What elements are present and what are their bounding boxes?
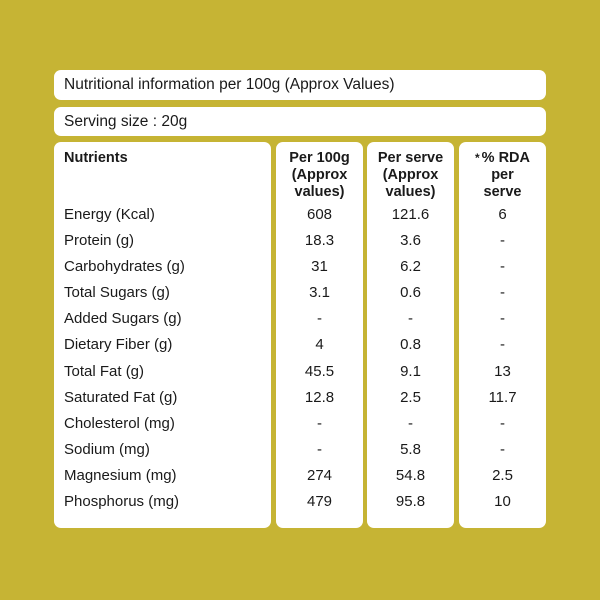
nutrient-name-cell: Energy (Kcal) (64, 206, 155, 223)
nutrient-name-cell: Sodium (mg) (64, 440, 150, 458)
per-serve-value-cell: 54.8 (395, 466, 426, 484)
serving-size-text: Serving size : 20g (64, 112, 188, 130)
per-serve-value-cell: 0.8 (400, 336, 421, 354)
per-100g-value-cell: 45.5 (304, 362, 335, 380)
per-serve-value-cell: 2.5 (400, 388, 421, 406)
nutrient-names: Energy (Kcal) Protein (g) Carbohydrates (g… (54, 202, 271, 515)
per-100g-value-cell: - (317, 414, 322, 432)
per-100g-value-cell: 12.8 (304, 388, 335, 406)
per-serve-header-line-3: values) (385, 184, 436, 200)
per-serve-column: Per serve (Approx values) 121.6 3.6 6.2 0.6… (367, 142, 454, 528)
nutrition-title: Nutritional information per 100g (Approx… (64, 76, 395, 93)
per-100g-value-cell: - (317, 440, 322, 458)
per-100g-header-line-3: values) (294, 184, 345, 200)
nutrients-column: Nutrients Energy (Kcal) Protein (g) Carboh… (54, 142, 271, 528)
per-serve-value-cell: 6.2 (400, 258, 421, 276)
rda-value-cell: 6 (498, 206, 507, 223)
rda-value-cell: 10 (494, 493, 511, 511)
per-100g-values: 608 18.3 31 3.1 - 4 45.5 12.8 - - 274 479 (276, 202, 363, 515)
per-serve-values: 121.6 3.6 6.2 0.6 - 0.8 9.1 2.5 - 5.8 54.8 95.8 (367, 202, 454, 515)
per-serve-header-line-1: Per serve (377, 150, 444, 166)
rda-value-cell: - (500, 440, 505, 458)
per-serve-value-cell: 3.6 (400, 232, 421, 250)
per-100g-value-cell: 18.3 (304, 232, 335, 250)
per-100g-value-cell: 274 (306, 466, 333, 484)
rda-value-cell: - (500, 284, 505, 302)
per-100g-value-cell: 479 (306, 493, 333, 511)
per-100g-header: Per 100g (Approx values) (276, 150, 363, 201)
per-serve-header: Per serve (Approx values) (367, 150, 454, 201)
nutrient-name-cell: Dietary Fiber (g) (64, 336, 173, 354)
per-serve-value-cell: 5.8 (400, 440, 421, 458)
nutrient-name-cell: Cholesterol (mg) (64, 414, 175, 432)
per-100g-value-cell: 4 (315, 336, 324, 354)
rda-header-line-1: % RDA (481, 150, 530, 166)
per-100g-value-cell: - (317, 310, 322, 328)
per-serve-value-cell: 95.8 (395, 493, 426, 511)
per-serve-header-line-2: (Approx (382, 167, 439, 183)
serving-size-bar: Serving size : 20g (54, 107, 546, 136)
rda-value-cell: - (500, 258, 505, 276)
nutrients-header-label: Nutrients (64, 150, 128, 166)
rda-value-cell: - (500, 310, 505, 328)
nutrient-name-cell: Total Fat (g) (64, 362, 145, 380)
rda-header-line-3: serve (483, 184, 522, 200)
rda-value-cell: 13 (494, 362, 511, 380)
rda-header: *% RDA per serve (459, 150, 546, 201)
per-serve-value-cell: 121.6 (391, 206, 430, 223)
rda-value-cell: - (500, 336, 505, 354)
nutrient-name-cell: Carbohydrates (g) (64, 258, 185, 276)
rda-value-cell: 11.7 (488, 388, 517, 406)
nutrients-header: Nutrients (54, 150, 271, 167)
per-100g-column: Per 100g (Approx values) 608 18.3 31 3.1 - 4 4… (276, 142, 363, 528)
per-serve-value-cell: - (408, 310, 413, 328)
nutrition-title-bar: Nutritional information per 100g (Approx… (54, 70, 546, 100)
rda-column: *% RDA per serve 6 - - - - - 13 11.7 - - 2.5 10 (459, 142, 546, 528)
rda-values: 6 - - - - - 13 11.7 - - 2.5 10 (459, 202, 546, 515)
per-serve-value-cell: 9.1 (400, 362, 421, 380)
rda-asterisk: * (474, 151, 480, 165)
rda-value-cell: - (500, 414, 505, 432)
rda-value-cell: 2.5 (492, 466, 513, 484)
rda-header-line-2: per (491, 167, 514, 183)
per-serve-value-cell: - (408, 414, 413, 432)
per-100g-value-cell: 608 (306, 206, 333, 223)
nutrient-name-cell: Phosphorus (mg) (64, 493, 180, 511)
nutrient-name-cell: Total Sugars (g) (64, 284, 170, 302)
rda-value-cell: - (500, 232, 505, 250)
nutrient-name-cell: Added Sugars (g) (64, 310, 182, 328)
nutrient-name-cell: Magnesium (mg) (64, 466, 177, 484)
per-100g-value-cell: 3.1 (309, 284, 330, 302)
per-100g-value-cell: 31 (311, 258, 328, 276)
nutrient-name-cell: Saturated Fat (g) (64, 388, 178, 406)
per-100g-header-line-1: Per 100g (289, 150, 350, 166)
per-serve-value-cell: 0.6 (400, 284, 421, 302)
nutrient-name-cell: Protein (g) (64, 232, 135, 250)
per-100g-header-line-2: (Approx (291, 167, 348, 183)
